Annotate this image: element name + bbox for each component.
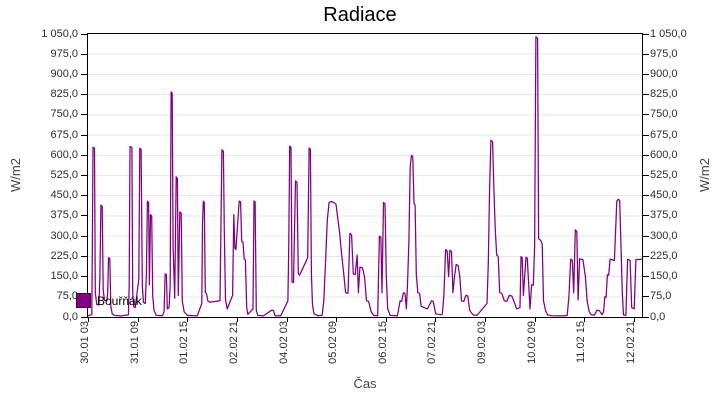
- y-tick-label-right: 450,0: [650, 189, 678, 202]
- x-tick-label: 09.02 03: [476, 321, 489, 364]
- x-tick: [385, 318, 387, 322]
- x-tick: [435, 318, 437, 322]
- y-tick-left: [81, 276, 87, 278]
- y-tick-label-right: 375,0: [650, 209, 678, 222]
- y-tick-label-right: 75,0: [650, 290, 672, 303]
- x-tick: [534, 318, 536, 322]
- x-tick: [634, 318, 636, 322]
- x-axis-line: [87, 317, 643, 318]
- y-tick-right: [643, 134, 649, 136]
- y-tick-right: [643, 255, 649, 257]
- x-tick-label: 10.02 09: [525, 321, 538, 364]
- y-tick-right: [643, 235, 649, 237]
- y-tick-left: [81, 235, 87, 237]
- y-tick-right: [643, 316, 649, 318]
- y-tick-label-right: 525,0: [650, 169, 678, 181]
- y-tick-left: [81, 73, 87, 75]
- legend: Bouřňák: [76, 293, 142, 308]
- x-tick: [236, 318, 238, 322]
- x-tick-label: 01.02 15: [178, 321, 191, 364]
- y-tick-label-right: 750,0: [650, 108, 678, 121]
- y-tick-label-left: 975,0: [50, 47, 78, 60]
- y-tick-left: [81, 134, 87, 136]
- legend-swatch: [76, 293, 91, 308]
- y-tick-label-right: 0,0: [650, 310, 666, 323]
- y-tick-label-left: 900,0: [50, 67, 78, 80]
- y-tick-right: [643, 215, 649, 217]
- x-tick-label: 06.02 15: [376, 321, 389, 364]
- y-tick-label-left: 300,0: [50, 229, 78, 242]
- y-tick-left: [81, 215, 87, 217]
- x-tick: [485, 318, 487, 322]
- y-tick-label-right: 825,0: [650, 88, 678, 101]
- y-tick-label-left: 600,0: [50, 148, 78, 161]
- y-tick-label-left: 225,0: [50, 249, 78, 262]
- series-plot: [88, 36, 642, 317]
- y-tick-left: [81, 94, 87, 96]
- y-tick-left: [81, 114, 87, 116]
- x-tick: [286, 318, 288, 322]
- y-tick-left: [81, 255, 87, 257]
- y-tick-left: [81, 316, 87, 318]
- y-tick-label-left: 525,0: [50, 169, 78, 181]
- y-tick-label-right: 975,0: [650, 47, 678, 60]
- chart-title: Radiace: [323, 4, 397, 26]
- y-tick-right: [643, 53, 649, 55]
- y-tick-label-right: 675,0: [650, 128, 678, 141]
- x-tick-label: 11.02 15: [575, 321, 588, 364]
- y-tick-label-right: 900,0: [650, 67, 678, 80]
- y-tick-left: [81, 154, 87, 156]
- x-tick-label: 07.02 21: [426, 321, 439, 364]
- y-tick-label-left: 675,0: [50, 128, 78, 141]
- y-tick-label-left: 150,0: [50, 270, 78, 283]
- x-tick-label: 12.02 21: [625, 321, 638, 364]
- y-tick-left: [81, 195, 87, 197]
- y-tick-left: [81, 53, 87, 55]
- y-tick-right: [643, 154, 649, 156]
- y-tick-label-right: 1 050,0: [650, 27, 687, 40]
- x-tick-label: 02.02 21: [227, 321, 240, 364]
- y-tick-right: [643, 73, 649, 75]
- x-tick: [137, 318, 139, 322]
- y-tick-right: [643, 296, 649, 298]
- x-tick-label: 31.01 09: [128, 321, 141, 364]
- y-tick-label-right: 225,0: [650, 249, 678, 262]
- y-tick-right: [643, 175, 649, 176]
- y-tick-label-left: 1 050,0: [41, 27, 78, 40]
- y-tick-label-right: 300,0: [650, 229, 678, 242]
- x-tick-label: 05.02 09: [327, 321, 340, 364]
- x-tick: [336, 318, 338, 322]
- x-tick-label: 30.01 03: [79, 321, 91, 364]
- y-tick-right: [643, 94, 649, 96]
- y-tick-right: [643, 195, 649, 197]
- y-tick-label-left: 750,0: [50, 108, 78, 121]
- y-tick-label-right: 600,0: [650, 148, 678, 161]
- y-axis-title-right: W/m2: [697, 158, 712, 193]
- y-tick-label-left: 0,0: [62, 310, 78, 323]
- y-tick-right: [643, 276, 649, 278]
- x-tick: [584, 318, 586, 322]
- y-tick-label-left: 825,0: [50, 88, 78, 101]
- x-tick: [88, 318, 89, 322]
- x-axis-title: Čas: [353, 376, 377, 391]
- y-tick-right: [643, 33, 649, 35]
- y-tick-label-left: 75,0: [56, 290, 78, 303]
- y-tick-left: [81, 175, 87, 176]
- y-tick-right: [643, 114, 649, 116]
- legend-label: Bouřňák: [97, 293, 142, 308]
- y-tick-label-left: 375,0: [50, 209, 78, 222]
- y-tick-label-right: 150,0: [650, 270, 678, 283]
- x-tick-label: 04.02 03: [277, 321, 290, 364]
- x-tick: [187, 318, 189, 322]
- y-tick-left: [81, 33, 87, 35]
- y-tick-label-left: 450,0: [50, 189, 78, 202]
- series-line: [88, 36, 642, 317]
